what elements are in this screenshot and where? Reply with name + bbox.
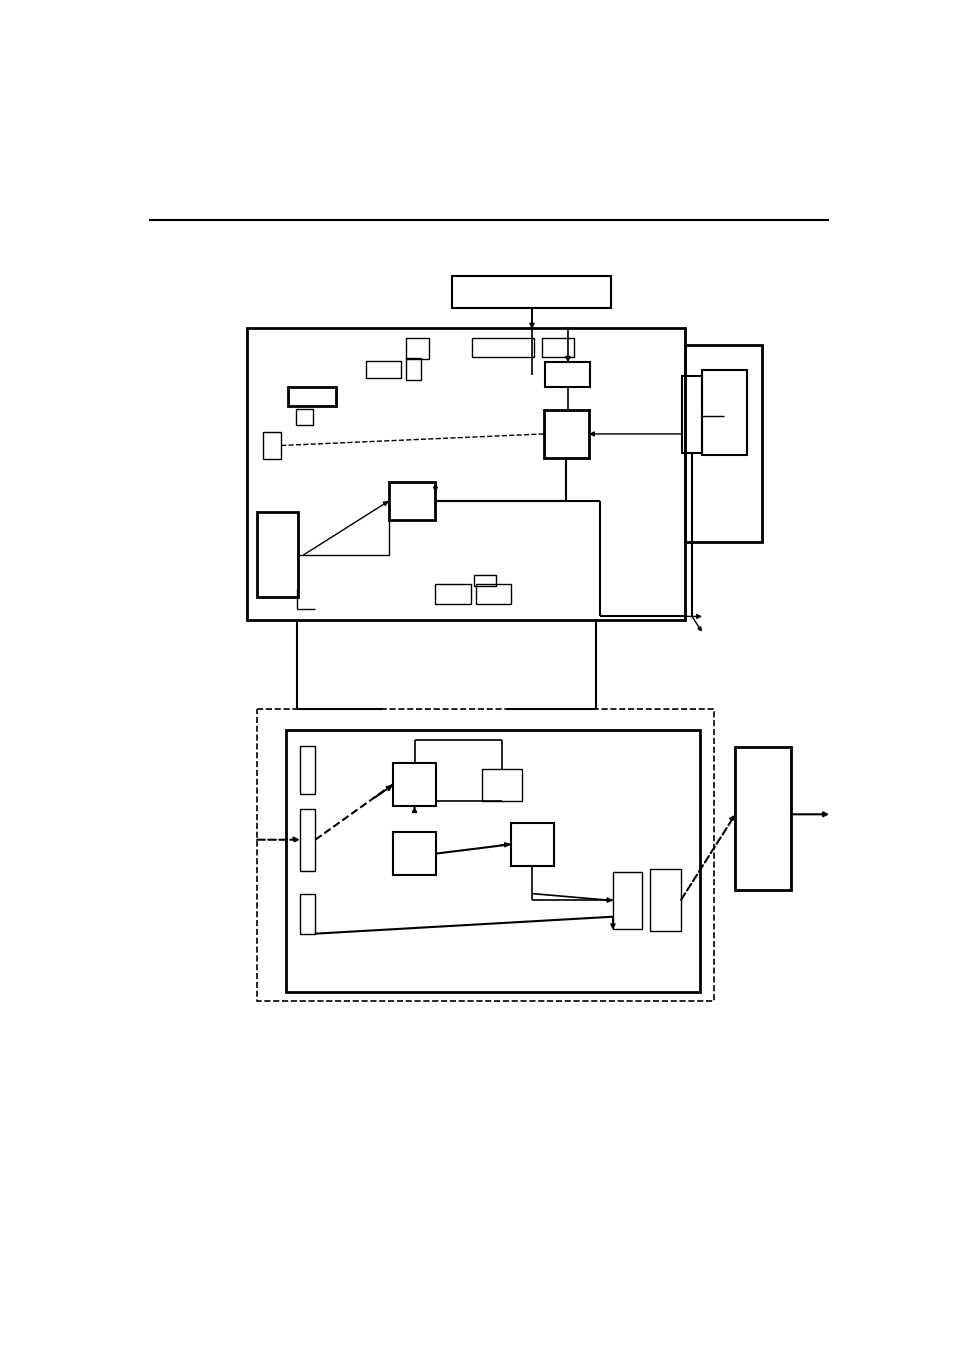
Bar [262, 431, 281, 459]
Bar [472, 338, 534, 357]
Bar [286, 731, 700, 992]
Bar [543, 411, 588, 458]
Bar [701, 370, 746, 455]
Bar [476, 584, 511, 604]
Bar [541, 338, 574, 357]
Bar [389, 482, 435, 520]
Bar [299, 809, 315, 870]
Bar [406, 358, 421, 380]
Bar [288, 386, 335, 407]
Bar [257, 512, 297, 597]
Bar [684, 346, 761, 542]
Bar [735, 747, 790, 890]
Bar [481, 769, 521, 801]
Bar [681, 376, 701, 453]
Bar [299, 893, 315, 934]
Bar [474, 574, 496, 585]
Bar [393, 763, 436, 805]
Bar [295, 408, 313, 426]
Bar [545, 362, 590, 386]
Bar [393, 832, 436, 875]
Bar [612, 871, 641, 929]
Bar [257, 709, 714, 1001]
Bar [365, 361, 401, 378]
Bar [452, 276, 611, 308]
Bar [247, 328, 684, 620]
Bar [510, 823, 554, 866]
Bar [649, 869, 680, 931]
Bar [406, 338, 429, 359]
Bar [299, 746, 315, 793]
Bar [435, 584, 471, 604]
